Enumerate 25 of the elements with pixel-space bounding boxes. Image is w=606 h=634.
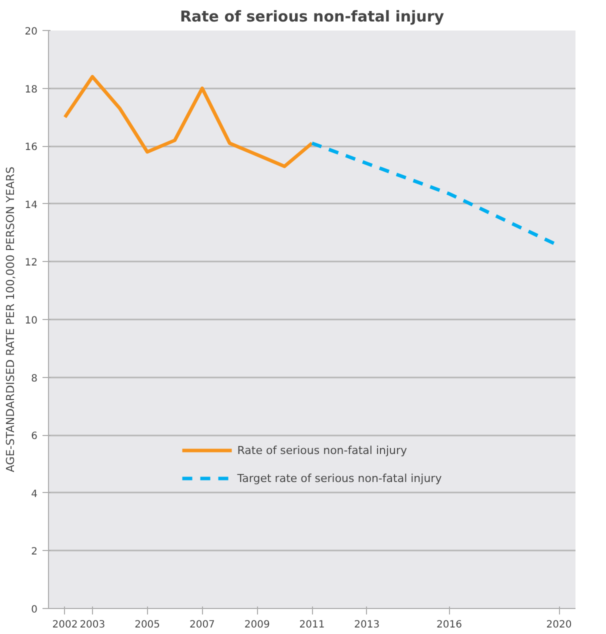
y-axis-title: AGE-STANDARDISED RATE PER 100,000 PERSON YEARS — [4, 166, 17, 472]
x-tick-label: 2002 — [52, 620, 78, 630]
y-tick-label: 0 — [31, 604, 38, 616]
y-tick-label: 20 — [24, 26, 38, 38]
legend-label: Target rate of serious non-fatal injury — [237, 472, 442, 484]
y-tick-label: 16 — [24, 142, 38, 154]
x-tick-label: 2020 — [546, 620, 572, 630]
x-tick-label: 2016 — [436, 620, 462, 630]
y-tick-label: 2 — [31, 546, 38, 558]
x-tick-label: 2005 — [134, 620, 160, 630]
x-tick-label: 2003 — [80, 620, 106, 630]
y-tick-label: 18 — [24, 84, 38, 96]
x-tick-label: 2011 — [299, 620, 325, 630]
y-tick-label: 14 — [24, 200, 38, 211]
x-tick-label: 2013 — [354, 620, 380, 630]
chart-title: Rate of serious non-fatal injury — [180, 8, 444, 26]
x-tick-label: 2009 — [244, 620, 270, 630]
y-tick-label: 10 — [24, 316, 38, 326]
y-tick-label: 8 — [31, 373, 38, 384]
x-tick-label: 2007 — [189, 620, 215, 630]
line-series — [63, 74, 314, 168]
y-tick-label: 12 — [24, 258, 38, 269]
legend-label: Rate of serious non-fatal injury — [237, 444, 408, 456]
y-tick-label: 6 — [31, 431, 38, 442]
y-tick-label: 4 — [31, 488, 38, 500]
